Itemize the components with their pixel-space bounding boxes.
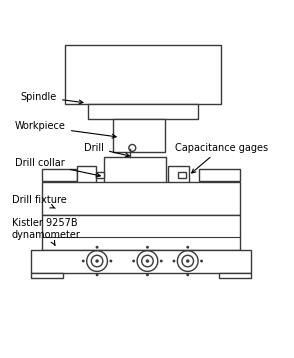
Circle shape [96, 246, 98, 249]
Circle shape [160, 260, 163, 262]
Bar [104, 158, 166, 190]
Circle shape [186, 259, 189, 263]
Circle shape [186, 274, 189, 276]
Bar [113, 118, 165, 152]
Text: Capacitance gages: Capacitance gages [175, 143, 268, 173]
Bar [168, 166, 189, 185]
Circle shape [146, 274, 149, 276]
Circle shape [200, 260, 203, 262]
Circle shape [96, 274, 98, 276]
Bar [178, 172, 186, 178]
Text: Drill fixture: Drill fixture [11, 195, 66, 208]
Bar [219, 272, 251, 278]
Text: Drill: Drill [84, 143, 129, 157]
Circle shape [146, 246, 149, 249]
Bar [88, 104, 198, 118]
Text: Spindle: Spindle [21, 92, 83, 104]
Circle shape [186, 246, 189, 249]
Bar [77, 166, 96, 184]
Circle shape [109, 260, 112, 262]
Circle shape [82, 260, 85, 262]
Bar [42, 182, 240, 215]
Bar [31, 250, 251, 272]
Bar [42, 169, 77, 181]
Circle shape [173, 260, 175, 262]
Circle shape [95, 259, 99, 263]
Circle shape [132, 260, 135, 262]
Bar [65, 45, 221, 104]
Text: Drill collar: Drill collar [15, 158, 100, 177]
Bar [42, 215, 240, 250]
Bar [31, 272, 63, 278]
Bar [96, 172, 104, 178]
Text: Kistler 9257B
dynamometer: Kistler 9257B dynamometer [11, 218, 81, 245]
Bar [199, 169, 240, 181]
Text: Workpiece: Workpiece [15, 121, 116, 138]
Circle shape [146, 259, 149, 263]
